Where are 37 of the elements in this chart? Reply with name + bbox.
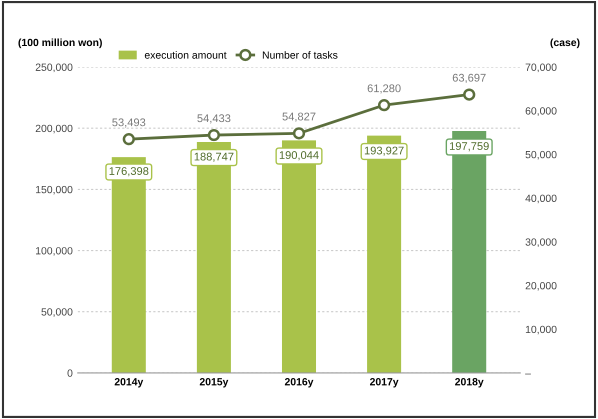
y-tick-label: 50,000	[41, 308, 72, 317]
y2-tick-label: 50,000	[526, 150, 557, 160]
x-tick-label: 2014y	[114, 378, 144, 388]
data-label: 54,827	[282, 112, 316, 122]
y2-tick-label: 60,000	[526, 107, 557, 116]
y2-tick-label: 40,000	[525, 194, 557, 204]
point	[378, 99, 390, 112]
y-axis-title: (100 million won)	[18, 38, 102, 48]
y2-tick-label: 70,000	[526, 64, 557, 72]
data-label: 63,697	[452, 74, 486, 83]
y2-tick-label: 30,000	[526, 238, 557, 247]
data-label: 176,398	[110, 167, 148, 176]
data-label: 193,927	[364, 146, 404, 156]
data-label: 61,280	[368, 84, 401, 94]
legend-label: execution amount	[144, 51, 227, 59]
y-tick-label: 200,000	[36, 124, 72, 134]
data-label: 188,747	[194, 152, 234, 162]
data-label: 53,493	[112, 118, 146, 128]
data-label: 190,044	[280, 151, 319, 160]
point	[463, 88, 476, 101]
y-tick-label: 250,000	[36, 64, 72, 72]
x-tick-label: 2016y	[284, 378, 314, 388]
y-tick-label: 0	[67, 369, 72, 377]
x-tick-label: 2018y	[455, 378, 484, 388]
point	[208, 128, 220, 142]
data-label: 54,433	[197, 114, 230, 124]
x-tick-label: 2017y	[370, 378, 399, 388]
y2-tick-label: 20,000	[526, 282, 557, 291]
legend-label: Number of tasks	[262, 51, 338, 59]
point	[292, 127, 306, 140]
x-tick-label: 2015y	[200, 378, 228, 388]
point	[122, 133, 135, 146]
y-tick-label: 150,000	[36, 186, 72, 194]
y2-axis-title: (case)	[550, 38, 580, 48]
data-label: 197,759	[450, 142, 489, 152]
y-tick-label: 100,000	[36, 247, 72, 256]
y2-tick-label: 10,000	[526, 326, 557, 334]
